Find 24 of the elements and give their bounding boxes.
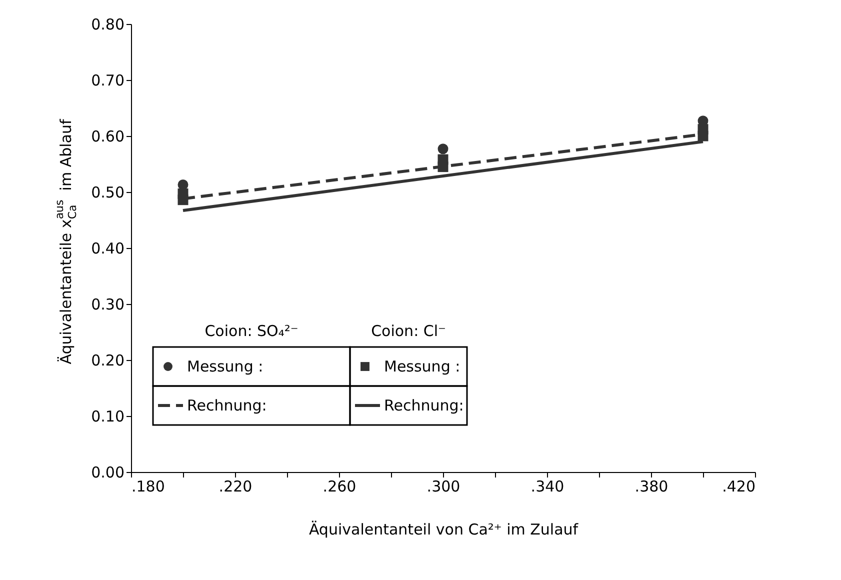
y-tick-label: 0.10	[91, 408, 124, 426]
y-tick-label: 0.40	[91, 240, 124, 258]
x-tick-label: .220	[218, 478, 252, 496]
x-tick-label: .300	[426, 478, 460, 496]
x-tick-label: .340	[530, 478, 564, 496]
y-tick-label: 0.50	[91, 184, 124, 202]
annotation: Coion: SO₄²⁻	[204, 322, 298, 340]
y-tick-label: 0.20	[91, 352, 124, 370]
x-tick-label: .260	[322, 478, 356, 496]
y-tick-label: 0.80	[91, 16, 124, 34]
annotation: Coion: Cl⁻	[371, 322, 446, 340]
y-tick-label: 0.30	[91, 296, 124, 314]
y-tick-label: 0.70	[91, 72, 124, 90]
y-tick-label: 0.00	[91, 464, 124, 482]
legend-label: Rechnung:	[384, 396, 464, 414]
x-tick-label: .420	[722, 478, 756, 496]
legend-label: Messung :	[384, 358, 460, 376]
y-axis-title: Äquivalentanteile xCaaus im Ablauf	[53, 118, 79, 364]
y-tick-label: 0.60	[91, 128, 124, 146]
x-tick-label: .380	[634, 478, 668, 496]
legend-label: Rechnung:	[187, 396, 267, 414]
legend-label: Messung :	[187, 358, 264, 376]
x-axis-title: Äquivalentanteil von Ca²⁺ im Zulauf	[308, 520, 579, 538]
x-tick-label: .180	[132, 478, 165, 496]
